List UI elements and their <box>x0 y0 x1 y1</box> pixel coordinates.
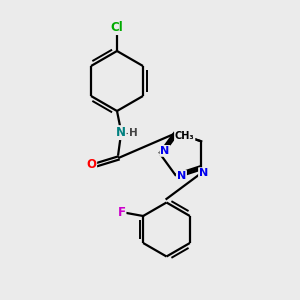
Text: N: N <box>160 146 169 156</box>
Text: F: F <box>118 206 125 219</box>
Text: CH₃: CH₃ <box>175 131 194 141</box>
Text: N: N <box>199 168 208 178</box>
Text: Cl: Cl <box>111 21 123 34</box>
Text: O: O <box>86 158 96 171</box>
Text: H: H <box>129 128 138 138</box>
Text: N: N <box>177 171 186 181</box>
Text: N: N <box>116 126 126 139</box>
